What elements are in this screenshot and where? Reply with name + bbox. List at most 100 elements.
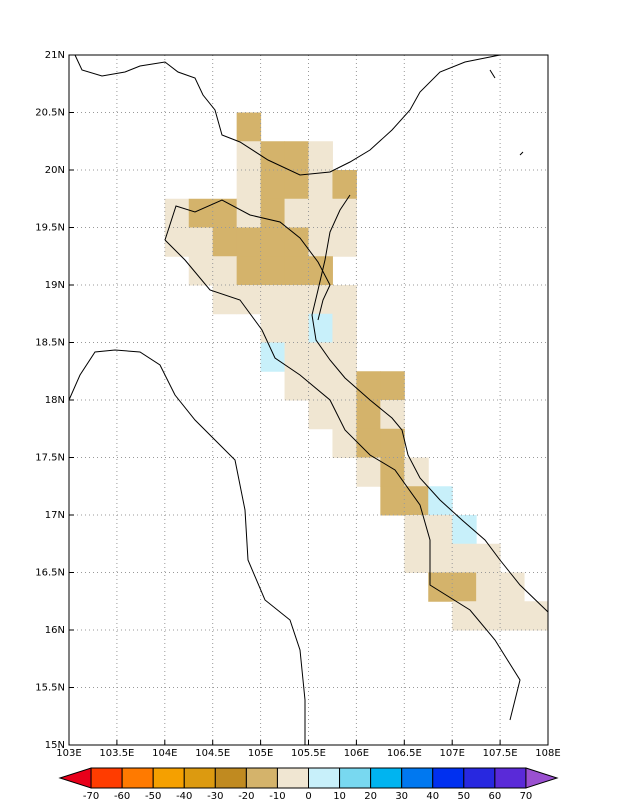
grid-cell [308,400,333,430]
grid-cell [404,515,429,545]
grid-cell [332,342,357,372]
colorbar-label: 30 [395,791,408,800]
axis-labels: 103E 103.5E 104E 104.5E 105E 105.5E 106E 106.5E… [35,50,560,759]
grid-cell [452,572,477,602]
y-tick-label: 16N [45,625,65,636]
grid-cell [284,313,309,343]
grid-cell [332,371,357,401]
grid-cell [236,141,262,171]
x-tick-label: 103E [56,748,81,759]
colorbar-label: 70 [520,791,533,800]
colorbar-box [245,767,278,789]
grid-cell [212,227,238,257]
grid-cell [260,170,286,200]
grid-cell [428,543,453,573]
grid-cell [284,371,309,401]
y-tick-label: 18N [45,395,65,406]
grid-cell [164,198,190,228]
grid-cell [308,141,333,171]
grid-cell [236,170,262,200]
grid-cell [284,285,309,315]
x-tick-label: 104.5E [195,748,230,759]
x-tick-label: 108E [535,748,560,759]
x-tick-label: 105E [248,748,273,759]
grid-cell [212,285,238,315]
x-tick-label: 106.5E [387,748,422,759]
coastline [74,54,501,176]
colorbar-label: 40 [426,791,439,800]
colorbar-box [183,767,216,789]
y-tick-label: 19N [45,280,65,291]
grid-cell [380,428,405,458]
colorbar-box [276,767,309,789]
colorbar-box [339,767,372,789]
grid-cell [212,198,238,228]
colorbar-box [432,767,465,789]
border [164,239,521,721]
grid-cell [524,601,549,631]
grid-cell [476,572,501,602]
coastline [311,194,549,613]
grid-cell [332,428,357,458]
grid-cell [332,400,357,430]
colorbar-box [121,767,154,789]
grid-cell [260,256,286,286]
colorbar-label: -70 [83,791,99,800]
grid-cell [332,313,357,343]
grid-cell [284,227,309,257]
colorbar-label: -10 [269,791,285,800]
grid-cell [236,227,262,257]
grid-cell [236,198,262,228]
colorbar-box [90,767,123,789]
y-tick-label: 20.5N [35,108,65,119]
grid-cell [236,112,262,142]
colorbar-box [214,767,247,789]
grid-cell [476,543,501,573]
grid-cell [260,227,286,257]
grid-cell [308,256,333,286]
x-tick-label: 107E [439,748,464,759]
grid-cell [308,198,333,228]
grid-cell [188,198,214,228]
grid-cell [284,141,309,171]
grid-cell [404,543,429,573]
colorbar-label: -20 [238,791,254,800]
grid-cell [260,285,286,315]
x-tick-label: 107.5E [483,748,518,759]
grid-cell [308,227,333,257]
colorbar-box [494,767,527,789]
colorbar-label: -40 [176,791,192,800]
grid-cell [500,601,525,631]
x-tick-label: 106E [344,748,369,759]
y-tick-label: 15.5N [35,683,65,694]
colorbar-box [152,767,185,789]
grid-cell [308,371,333,401]
coastlines [68,54,549,745]
x-tick-label: 104E [152,748,177,759]
colorbar-label: 50 [457,791,470,800]
grid-cell [428,515,453,545]
colorbar-box [401,767,434,789]
cell-layer [164,112,549,631]
grid-cell [236,285,262,315]
grid-cell [380,457,405,487]
grid-cell [332,170,357,200]
colorbar-label: 20 [364,791,377,800]
grid-cell [332,285,357,315]
grid-cell [380,486,405,516]
colorbar-label: 0 [305,791,311,800]
border [164,199,331,321]
grid-cell [380,371,405,401]
grid-cell [500,572,525,602]
grid-cell [188,227,214,257]
border [489,69,524,156]
grid-cell [236,256,262,286]
y-tick-label: 20N [45,165,65,176]
x-tick-label: 103.5E [99,748,134,759]
y-tick-label: 21N [45,50,65,61]
y-tick-label: 18.5N [35,338,65,349]
y-tick-label: 17.5N [35,453,65,464]
grid-cell [476,601,501,631]
x-tick-label: 105.5E [291,748,326,759]
